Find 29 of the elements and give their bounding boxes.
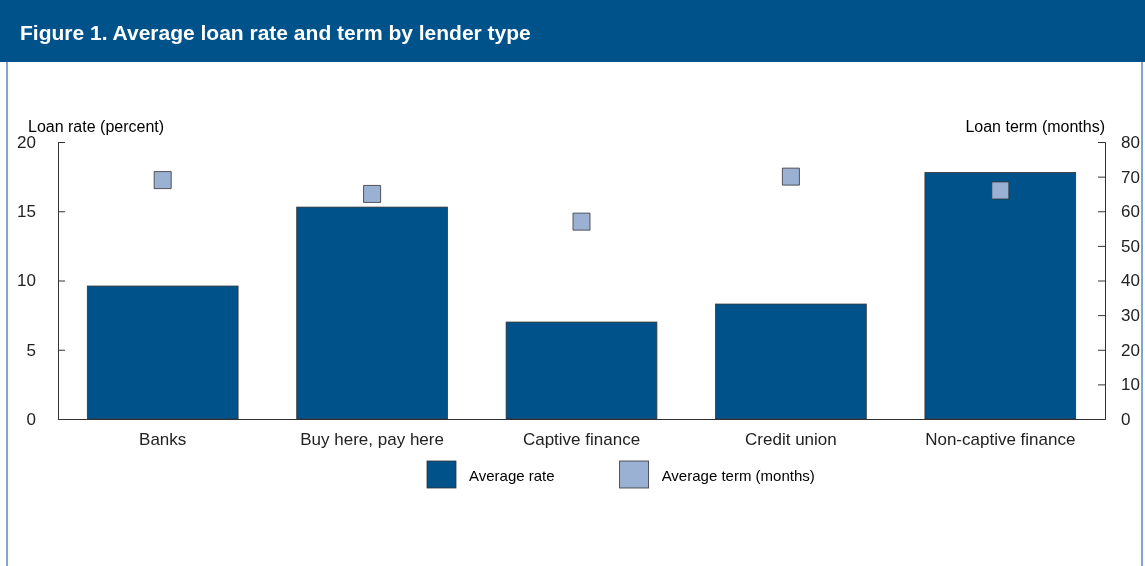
x-tick-label: Credit union [745, 430, 837, 450]
y2-tick-label: 70 [1121, 167, 1140, 187]
y-tick-label: 10 [17, 271, 36, 291]
x-tick-label: Captive finance [522, 430, 641, 450]
chart-title: Figure 1. Average loan rate and term by lender type [20, 21, 531, 44]
y2-tick-label: 80 [1121, 132, 1140, 152]
y-tick-label: 0 [26, 409, 36, 429]
point [363, 185, 382, 203]
y2-tick-label: 60 [1121, 202, 1140, 222]
x-tick-label: Non-captive finance [925, 430, 1076, 450]
y2-tick-label: 0 [1121, 409, 1131, 429]
x-tick-label: Buy here, pay here [300, 430, 444, 450]
legend-label: Average term (months) [661, 467, 815, 484]
point [572, 212, 591, 231]
y2-tick-label: 50 [1121, 236, 1140, 256]
y-tick-label: 20 [17, 132, 36, 152]
y2-tick-label: 30 [1121, 306, 1140, 326]
y2-tick-label: 40 [1121, 271, 1140, 291]
y-tick-label: 5 [26, 340, 36, 360]
y2-axis-title: Loan term (months) [965, 118, 1105, 135]
y2-tick-label: 20 [1121, 340, 1140, 360]
point [781, 167, 800, 186]
y2-tick-label: 10 [1121, 375, 1140, 395]
y-axis-title: Loan rate (percent) [28, 118, 165, 135]
y-tick-label: 15 [17, 202, 36, 222]
point [153, 171, 172, 189]
legend-label: Average rate [469, 467, 555, 484]
x-tick-label: Banks [139, 430, 187, 450]
point [991, 181, 1010, 200]
